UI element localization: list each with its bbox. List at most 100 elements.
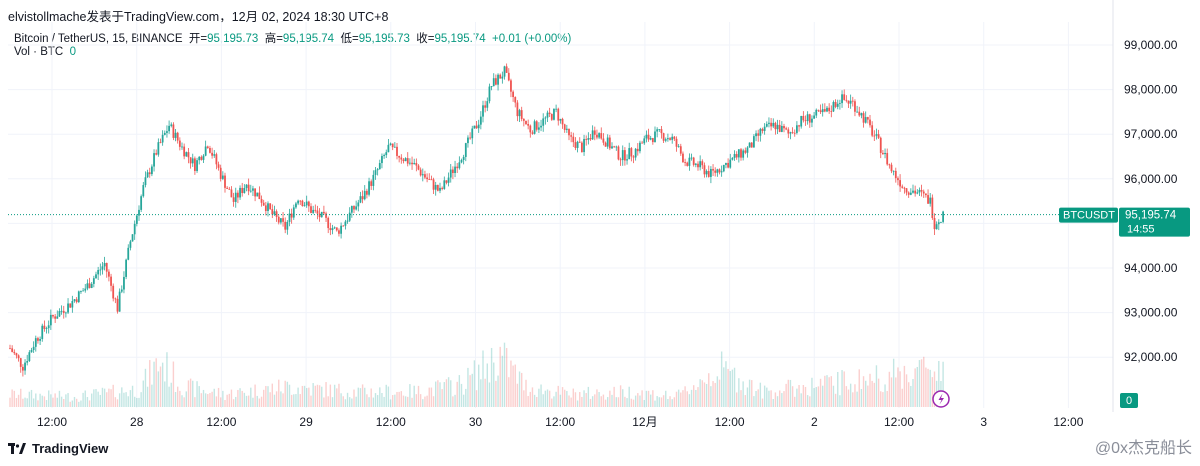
- volume-bar: [652, 390, 654, 407]
- candle-body: [252, 188, 254, 191]
- volume-bar: [82, 392, 84, 407]
- candle-body: [467, 137, 469, 144]
- candle-body: [604, 142, 607, 147]
- candle-body: [432, 179, 435, 190]
- volume-bar: [658, 397, 660, 407]
- candle-body: [340, 225, 342, 234]
- candle-body: [591, 130, 594, 140]
- change-value: +0.01 (+0.00%): [492, 33, 572, 45]
- volume-bar: [886, 390, 888, 407]
- x-tick-label: 28: [130, 415, 144, 429]
- volume-bar: [632, 399, 635, 407]
- candle-body: [929, 197, 932, 204]
- volume-bar: [181, 395, 183, 407]
- candle-body: [67, 303, 69, 313]
- volume-bar: [774, 392, 777, 407]
- candle-body: [370, 181, 373, 186]
- candle-body: [209, 147, 211, 153]
- candle-body: [538, 127, 540, 130]
- candle-body: [535, 121, 538, 130]
- candle-body: [13, 351, 16, 354]
- candle-body: [447, 177, 450, 183]
- candle-body: [381, 156, 383, 164]
- candle-body: [679, 146, 682, 154]
- candle-body: [692, 157, 695, 165]
- volume-bar: [645, 390, 648, 407]
- ohlc-legend: Bitcoin / TetherUS, 15, BINANCE 开= 95,195…: [14, 30, 571, 46]
- volume-bar: [45, 400, 48, 407]
- candle-body: [531, 132, 534, 134]
- candle-body: [718, 169, 721, 173]
- candle-body: [396, 146, 398, 156]
- volume-bar: [787, 379, 789, 407]
- candle-body: [574, 142, 577, 148]
- candle-body: [471, 128, 474, 139]
- candle-body: [684, 162, 686, 163]
- volume-bar: [671, 399, 673, 407]
- candle-body: [168, 125, 170, 132]
- volume-bar: [761, 398, 764, 407]
- candle-body: [421, 174, 424, 176]
- candle-body: [60, 310, 63, 312]
- volume-bar: [260, 396, 263, 407]
- x-tick-label: 12:00: [715, 415, 745, 429]
- volume-bar: [43, 396, 46, 407]
- volume-bar: [97, 391, 99, 407]
- volume-bar: [424, 396, 426, 407]
- candle-body: [628, 148, 631, 160]
- volume-bar: [247, 395, 250, 407]
- volume-bar: [419, 394, 422, 407]
- candle-body: [922, 191, 925, 194]
- candle-body: [187, 152, 190, 158]
- volume-bar: [99, 394, 101, 407]
- volume-bar: [297, 387, 299, 407]
- open-label: 开=: [188, 33, 208, 45]
- candle-body: [845, 99, 848, 101]
- volume-bar: [17, 394, 20, 407]
- y-tick-label: 99,000.00: [1124, 38, 1178, 52]
- candle-body: [533, 121, 536, 134]
- volume-bar: [13, 390, 15, 407]
- candle-body: [843, 94, 846, 100]
- candle-body: [419, 169, 422, 176]
- candle-body: [836, 103, 839, 107]
- volume-bar: [256, 395, 258, 407]
- candle-body: [600, 133, 603, 139]
- candle-body: [262, 202, 265, 206]
- volume-bar: [443, 382, 445, 407]
- volume-bar: [129, 390, 132, 407]
- last-price-tag: BTCUSDT 95,195.74 14:55: [1059, 207, 1190, 237]
- candle-body: [714, 170, 717, 173]
- volume-label[interactable]: Vol · BTC: [14, 46, 64, 58]
- high-value: 95,195.74: [282, 33, 335, 45]
- candle-body: [101, 266, 104, 270]
- volume-bar: [604, 399, 607, 407]
- candle-body: [570, 135, 573, 137]
- candle-body: [34, 338, 37, 347]
- volume-bar: [293, 394, 295, 407]
- tradingview-brand[interactable]: TradingView: [8, 441, 108, 456]
- volume-bar: [875, 365, 878, 407]
- symbol-tag-text: BTCUSDT: [1063, 210, 1115, 222]
- lightning-icon[interactable]: [932, 390, 950, 408]
- volume-bar: [804, 386, 807, 407]
- x-tick-label: 12月: [632, 415, 657, 429]
- candle-body: [555, 108, 557, 110]
- candle-body: [204, 146, 207, 156]
- symbol-label[interactable]: Bitcoin / TetherUS, 15, BINANCE: [14, 33, 183, 45]
- candle-body: [557, 108, 560, 121]
- candle-body: [84, 288, 87, 291]
- volume-bar: [138, 397, 140, 407]
- candle-body: [477, 124, 480, 129]
- candle-body: [819, 110, 822, 113]
- volume-bar: [172, 361, 175, 407]
- volume-bar: [901, 388, 903, 407]
- time-axis: 12:00 28 12:00 29 12:00 30 12:00 12月 12:00 2 12:00…: [37, 415, 1084, 429]
- volume-bar: [394, 394, 396, 407]
- volume-bar: [295, 394, 297, 407]
- volume-bar: [744, 395, 746, 407]
- volume-bar: [510, 360, 512, 407]
- volume-bar: [518, 371, 521, 407]
- candle-body: [288, 213, 291, 222]
